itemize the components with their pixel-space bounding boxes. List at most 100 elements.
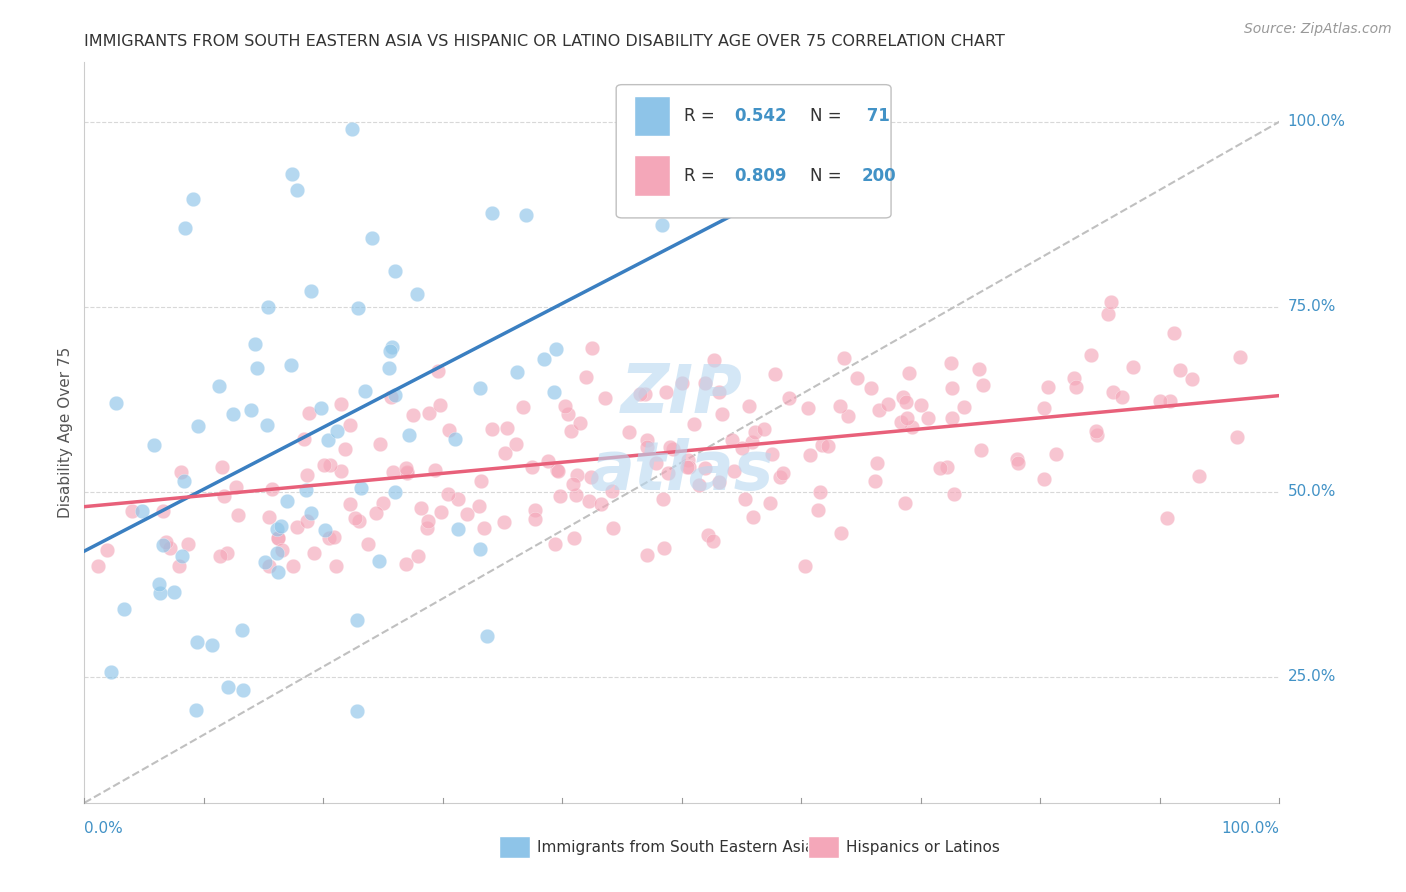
Point <box>953 400 976 414</box>
Point <box>554 399 576 413</box>
Point <box>254 555 277 569</box>
Point <box>560 424 582 438</box>
Point <box>651 219 673 233</box>
Point <box>152 504 174 518</box>
Point <box>309 401 332 415</box>
Point <box>910 399 932 413</box>
Point <box>159 541 181 555</box>
Point <box>329 464 352 478</box>
Point <box>299 284 322 298</box>
Point <box>325 558 347 573</box>
Point <box>935 459 957 474</box>
Point <box>267 565 290 579</box>
Point <box>860 381 883 395</box>
Point <box>181 192 204 206</box>
Point <box>177 536 200 550</box>
Point <box>112 602 135 616</box>
Point <box>395 557 418 571</box>
Point <box>628 387 651 401</box>
Point <box>644 456 666 470</box>
Point <box>636 440 658 454</box>
Point <box>285 183 308 197</box>
Point <box>384 264 406 278</box>
Point <box>941 381 963 395</box>
Point <box>481 206 503 220</box>
Point <box>652 492 675 507</box>
Point <box>898 366 921 380</box>
Point <box>1097 307 1119 321</box>
Point <box>565 468 588 483</box>
Point <box>186 635 208 649</box>
Point <box>353 384 375 399</box>
Point <box>550 489 572 503</box>
Point <box>468 500 491 514</box>
Point <box>893 390 915 404</box>
Point <box>131 504 153 518</box>
Point <box>561 477 583 491</box>
Point <box>939 356 962 370</box>
Point <box>675 459 697 474</box>
Point <box>298 406 321 420</box>
Point <box>752 422 775 436</box>
Point <box>662 442 685 456</box>
Point <box>1099 295 1122 310</box>
Point <box>1007 452 1029 467</box>
Point <box>256 417 278 432</box>
Point <box>217 546 239 560</box>
Point <box>232 683 254 698</box>
Point <box>475 629 498 643</box>
Point <box>240 402 263 417</box>
Point <box>617 425 640 439</box>
Point <box>741 435 763 450</box>
Point <box>322 530 344 544</box>
Point <box>395 461 418 475</box>
Point <box>260 482 283 496</box>
Point <box>723 464 745 478</box>
Point <box>281 168 304 182</box>
Point <box>890 415 912 429</box>
Point <box>894 496 917 510</box>
Text: 25.0%: 25.0% <box>1288 669 1336 684</box>
Point <box>734 491 756 506</box>
Point <box>243 337 266 351</box>
Point <box>299 506 322 520</box>
Point <box>266 522 288 536</box>
Point <box>259 510 281 524</box>
Point <box>832 351 855 365</box>
Point <box>474 521 496 535</box>
Point <box>562 531 585 545</box>
Point <box>578 494 600 508</box>
Point <box>837 409 859 423</box>
Point <box>346 704 368 718</box>
Point <box>339 417 361 432</box>
Point <box>381 340 404 354</box>
Point <box>721 433 744 447</box>
Point <box>636 549 658 563</box>
Point <box>287 520 309 534</box>
Point <box>173 474 195 488</box>
Point <box>163 585 186 599</box>
Point <box>1226 430 1249 444</box>
Point <box>657 466 679 480</box>
Point <box>495 421 517 435</box>
Point <box>211 460 233 475</box>
Point <box>769 469 792 483</box>
Text: N =: N = <box>810 167 846 185</box>
Bar <box>634 155 671 195</box>
Point <box>1036 379 1059 393</box>
Point <box>523 503 546 517</box>
Point <box>214 489 236 503</box>
Point <box>641 169 664 183</box>
Point <box>636 433 658 447</box>
Point <box>333 442 356 457</box>
Point <box>693 376 716 391</box>
Point <box>368 554 391 568</box>
Point <box>380 390 402 404</box>
Text: 0.809: 0.809 <box>734 167 787 185</box>
Point <box>876 397 898 411</box>
Point <box>226 508 249 522</box>
Point <box>361 231 384 245</box>
Point <box>329 397 352 411</box>
Point <box>523 512 546 526</box>
Point <box>928 460 950 475</box>
